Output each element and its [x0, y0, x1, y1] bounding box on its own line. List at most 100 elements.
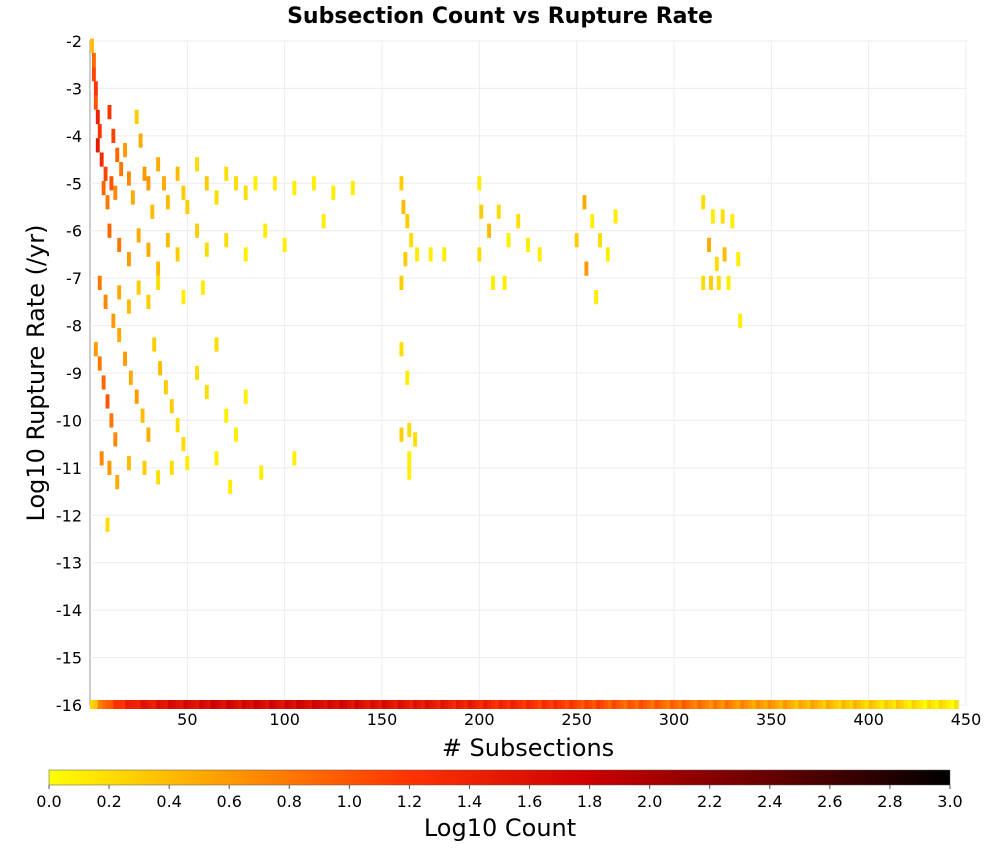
bottom-row-cell [954, 700, 959, 709]
bottom-row-cell [600, 700, 605, 709]
bottom-row-cell [210, 700, 216, 709]
heatmap-cell [165, 195, 170, 210]
heatmap-cell [138, 133, 143, 148]
heatmap-cell [165, 233, 170, 248]
colorbar-ticks: 0.0 0.2 0.4 0.6 0.8 1.0 1.2 1.4 1.6 1.8 2.0 2.2 2.4 2… [36, 785, 963, 811]
bottom-row-cell [128, 700, 134, 709]
colorbar-tick-label: 2.0 [637, 792, 662, 811]
bottom-row-cell [860, 700, 866, 709]
heatmap-cell [91, 52, 96, 68]
x-axis-ticks: 50 100 150 200 250 300 350 400 450 [177, 710, 981, 729]
heatmap-cell [146, 176, 151, 191]
heatmap-cell [156, 157, 161, 172]
heatmap-cell [259, 465, 264, 480]
heatmap-cell [95, 138, 100, 153]
bottom-row-cell [701, 700, 706, 709]
y-tick-label: -11 [56, 459, 82, 478]
heatmap-cell [111, 128, 116, 143]
bottom-row-cell [911, 700, 916, 709]
heatmap-cell [311, 176, 316, 191]
heatmap-cell [115, 474, 120, 490]
heatmap-cell [123, 351, 127, 366]
heatmap-cell [399, 342, 404, 357]
heatmap-cell [105, 517, 110, 532]
heatmap-cell [399, 275, 404, 290]
bottom-row-cell [382, 700, 387, 709]
bottom-row-cell [117, 700, 122, 709]
bottom-row-cell [331, 700, 336, 709]
bottom-row-cell [280, 700, 286, 709]
colorbar-tick-label: 2.4 [757, 792, 782, 811]
heatmap-cell [204, 176, 209, 191]
heatmap-cell [200, 280, 205, 295]
heatmap-cell [720, 209, 725, 224]
bottom-row-cell [491, 700, 496, 709]
bottom-row-cell [311, 700, 317, 709]
heatmap-cell [107, 223, 112, 238]
heatmap-cell [477, 176, 482, 191]
bottom-row-cell [448, 700, 453, 709]
bottom-row-cell [378, 700, 383, 709]
bottom-row-cell [942, 700, 948, 709]
bottom-row-cell [592, 700, 597, 709]
bottom-row-cell [670, 700, 675, 709]
heatmap-cell [707, 237, 711, 253]
bottom-row-cell [564, 700, 570, 709]
heatmap-cell [93, 81, 98, 96]
bottom-row-cell [417, 700, 422, 709]
heatmap-cell [185, 199, 190, 215]
bottom-row-cell [716, 700, 722, 709]
heatmap-cell [738, 313, 743, 328]
heatmap-cell [272, 176, 277, 191]
bottom-row-cell [288, 700, 293, 709]
heatmap-cell [224, 408, 229, 423]
bottom-row-cell [136, 700, 142, 709]
bottom-row-cell [705, 700, 710, 709]
bottom-row-cell [385, 700, 391, 709]
bottom-row-cell [487, 700, 492, 709]
heatmap-cell [701, 195, 706, 210]
bottom-row-cell [950, 700, 955, 709]
heatmap-cell [224, 166, 229, 181]
bottom-row-cell [109, 700, 114, 709]
bottom-row-cell [463, 700, 469, 709]
bottom-row-cell [397, 700, 402, 709]
heatmap-cell [253, 176, 258, 191]
bottom-row-cell [607, 700, 613, 709]
heatmap-cell [263, 223, 268, 238]
bottom-row-cell [666, 700, 671, 709]
heatmap-cell [97, 275, 102, 290]
bottom-row-cell [767, 700, 772, 709]
bottom-row-cell [339, 700, 344, 709]
heatmap-cell [292, 180, 297, 196]
x-tick-label: 350 [756, 710, 787, 729]
bottom-row-cell [494, 700, 500, 709]
bottom-row-cell [265, 700, 270, 709]
bottom-row-cell [561, 700, 566, 709]
heatmap-cell [214, 190, 219, 205]
bottom-row-cell [821, 700, 827, 709]
bottom-row-cell [755, 700, 761, 709]
bottom-row-cell [125, 700, 130, 709]
bottom-row-cell [619, 700, 624, 709]
bottom-row-cell [350, 700, 356, 709]
colorbar-tick-label: 1.6 [517, 792, 542, 811]
bottom-row-cell [354, 700, 360, 709]
bottom-row-cell [237, 700, 243, 709]
heatmap-cell [109, 176, 114, 191]
bottom-row-cell [603, 700, 609, 709]
bottom-row-cell [222, 700, 227, 709]
colorbar-tick-label: 1.2 [397, 792, 422, 811]
heatmap-cell [736, 252, 741, 267]
colorbar-tick-label: 2.8 [877, 792, 902, 811]
y-tick-label: -12 [56, 506, 82, 525]
bottom-row-cell [436, 700, 441, 709]
bottom-row-cell [459, 700, 465, 709]
heatmap-cell [710, 209, 715, 224]
heatmap-cell [195, 365, 200, 381]
heatmap-cell [140, 408, 145, 423]
bottom-row-cell [872, 700, 877, 709]
bottom-row-cell [638, 700, 644, 709]
heatmap-cell [169, 460, 174, 475]
